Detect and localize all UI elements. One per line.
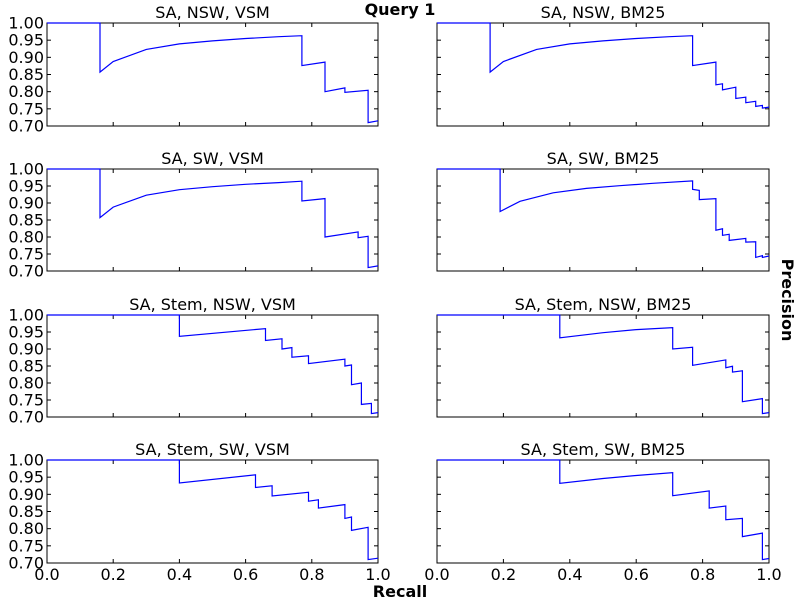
precision-recall-curve: [437, 459, 770, 561]
plot-frame: [436, 22, 770, 127]
y-tick-label: 0.80: [8, 228, 44, 247]
subplot-title: SA, Stem, NSW, BM25: [515, 295, 692, 314]
subplot-title: SA, SW, VSM: [161, 149, 264, 168]
subplot-title: SA, Stem, SW, VSM: [135, 440, 290, 459]
x-tick-label: 1.0: [756, 565, 781, 584]
y-tick-label: 0.90: [8, 48, 44, 67]
precision-recall-curve: [47, 314, 379, 415]
subplot-title: SA, Stem, NSW, VSM: [129, 295, 296, 314]
y-tick-label: 0.75: [8, 536, 44, 555]
y-tick-label: 0.85: [8, 502, 44, 521]
subplot-panel: SA, Stem, NSW, VSM 0.700.750.800.850.900.…: [8, 295, 379, 427]
subplot-title: SA, Stem, SW, BM25: [521, 440, 686, 459]
y-tick-label: 0.75: [8, 245, 44, 264]
plot-frame: [46, 168, 379, 272]
y-tick-label: 0.70: [8, 554, 44, 573]
y-tick-label: 0.90: [8, 485, 44, 504]
figure-suptitle: Query 1: [365, 0, 436, 19]
x-tick-label: 0.6: [233, 565, 258, 584]
subplot-panel: SA, NSW, BM25: [436, 3, 770, 127]
precision-recall-curve: [47, 459, 379, 561]
plot-frame: [46, 459, 379, 564]
x-tick-label: 0.4: [167, 565, 192, 584]
y-tick-label: 0.85: [8, 65, 44, 84]
subplot-panel: SA, NSW, VSM 0.700.750.800.850.900.951.00: [8, 3, 379, 136]
subplot-panel: SA, SW, VSM 0.700.750.800.850.900.951.00: [8, 149, 379, 281]
precision-recall-curve: [437, 314, 770, 415]
y-tick-label: 0.75: [8, 391, 44, 410]
y-tick-label: 0.85: [8, 211, 44, 230]
y-tick-label: 0.90: [8, 340, 44, 359]
figure-ylabel: Precision: [778, 259, 797, 342]
subplot-title: SA, SW, BM25: [547, 149, 660, 168]
y-tick-label: 0.70: [8, 117, 44, 136]
y-tick-label: 0.80: [8, 82, 44, 101]
y-tick-label: 1.00: [8, 160, 44, 179]
plot-frame: [46, 22, 379, 127]
x-tick-label: 0.2: [491, 565, 516, 584]
y-tick-label: 0.85: [8, 357, 44, 376]
x-tick-label: 0.2: [100, 565, 125, 584]
x-tick-label: 0.8: [690, 565, 715, 584]
precision-recall-curve: [437, 22, 770, 109]
x-tick-label: 0.0: [34, 565, 59, 584]
subplot-panel: SA, Stem, SW, VSM 0.700.750.800.850.900.9…: [8, 440, 390, 584]
x-tick-label: 0.6: [623, 565, 648, 584]
y-tick-label: 0.75: [8, 99, 44, 118]
x-tick-label: 0.8: [299, 565, 324, 584]
plot-frame: [46, 314, 379, 418]
plot-frame: [436, 459, 770, 564]
x-tick-label: 0.4: [557, 565, 582, 584]
plot-frame: [436, 168, 770, 272]
x-tick-label: 1.0: [365, 565, 390, 584]
subplot-title: SA, NSW, BM25: [541, 3, 666, 22]
subplot-title: SA, NSW, VSM: [155, 3, 270, 22]
y-tick-label: 0.90: [8, 194, 44, 213]
subplot-panel: SA, Stem, SW, BM25 0.0 0.2 0.4 0.6 0.8 1.0: [424, 440, 781, 584]
y-tick-label: 0.70: [8, 408, 44, 427]
x-tick-label: 0.0: [424, 565, 449, 584]
subplot-grid: SA, NSW, VSM0.700.750.800.850.900.951.00…: [8, 3, 781, 584]
y-tick-label: 0.95: [8, 468, 44, 487]
subplot-panel: SA, SW, BM25: [436, 149, 770, 272]
precision-recall-curve: [437, 168, 770, 259]
y-tick-label: 0.95: [8, 177, 44, 196]
precision-recall-curve: [47, 168, 379, 269]
y-tick-label: 0.95: [8, 31, 44, 50]
figure-xlabel: Recall: [373, 582, 427, 600]
y-tick-label: 1.00: [8, 14, 44, 33]
y-tick-label: 0.70: [8, 262, 44, 281]
y-tick-label: 1.00: [8, 306, 44, 325]
subplot-panel: SA, Stem, NSW, BM25: [436, 295, 770, 418]
y-tick-label: 1.00: [8, 451, 44, 470]
y-tick-label: 0.80: [8, 519, 44, 538]
plot-frame: [436, 314, 770, 418]
y-tick-label: 0.95: [8, 323, 44, 342]
y-tick-label: 0.80: [8, 374, 44, 393]
precision-recall-curve: [47, 22, 379, 124]
